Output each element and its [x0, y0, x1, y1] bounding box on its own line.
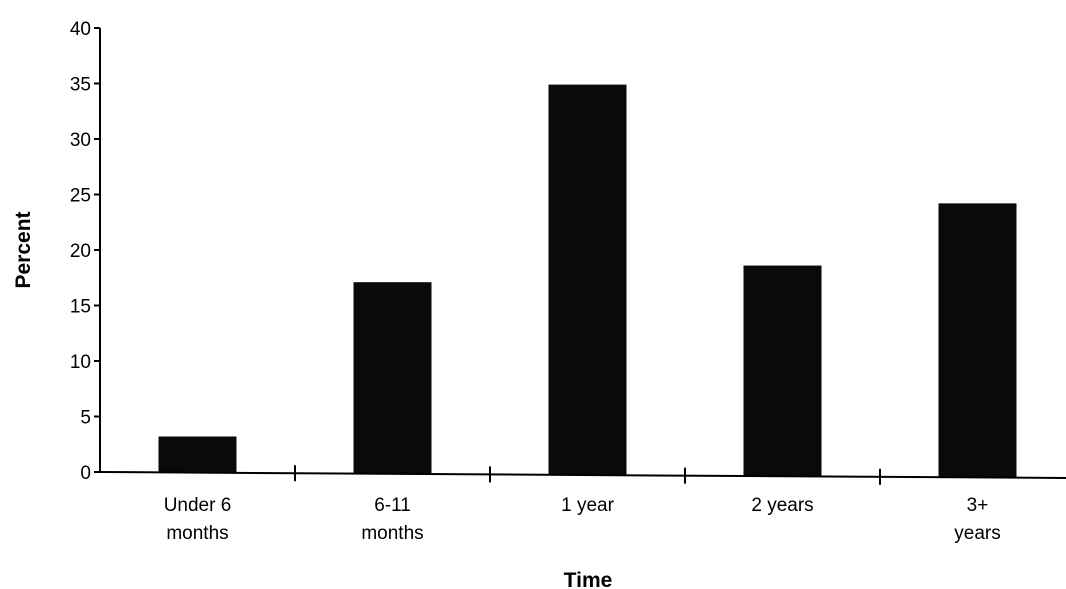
bar — [158, 436, 237, 473]
y-axis-ticks: 0 5 10 15 20 25 30 35 40 — [70, 19, 100, 484]
x-category-label: months — [361, 523, 423, 544]
y-tick-label: 0 — [80, 463, 91, 484]
y-tick-label: 20 — [70, 241, 91, 262]
x-axis-line — [99, 471, 1066, 479]
bar — [938, 203, 1017, 478]
x-category-label: 1 year — [561, 495, 614, 516]
x-category-label: 3+ — [967, 495, 989, 516]
y-tick-label: 10 — [70, 352, 91, 373]
bars — [158, 84, 1017, 478]
y-tick-label: 40 — [70, 19, 91, 40]
bar — [743, 265, 822, 477]
y-tick-label: 5 — [80, 408, 91, 429]
category-labels: Under 6 months 6-11 months 1 year 2 years 3+ ye… — [164, 495, 1001, 544]
y-tick-label: 25 — [70, 186, 91, 207]
x-axis-title: Time — [564, 569, 613, 589]
x-category-label: months — [166, 523, 228, 544]
y-axis-title: Percent — [12, 211, 35, 288]
bar — [548, 84, 627, 476]
x-category-label: 6-11 — [374, 495, 411, 516]
y-tick-label: 15 — [70, 297, 91, 318]
x-category-label: years — [954, 523, 1000, 544]
bar — [353, 282, 432, 474]
y-tick-label: 30 — [70, 130, 91, 151]
x-category-label: 2 years — [751, 495, 813, 516]
y-tick-label: 35 — [70, 75, 91, 96]
x-category-label: Under 6 — [164, 495, 232, 516]
